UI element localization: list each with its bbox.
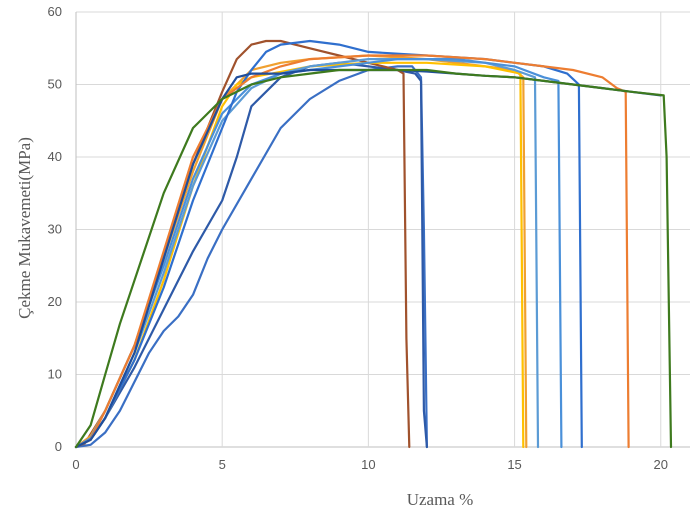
series-line-1 [74,65,428,449]
y-tick-label: 60 [48,4,62,19]
y-axis-title: Çekme Mukavemeti(MPa) [15,137,34,319]
series-line-6 [74,57,540,449]
y-tick-label: 30 [48,222,62,237]
series-line-11 [74,68,673,449]
x-axis-ticks: 0 5 10 15 20 [72,457,668,472]
x-tick-label: 15 [507,457,521,472]
y-tick-label: 10 [48,367,62,382]
chart-gridlines [75,11,690,448]
series-line-9 [74,54,630,449]
chart-series-group [74,39,673,449]
y-tick-label: 50 [48,77,62,92]
series-line-8 [74,39,583,449]
y-tick-label: 0 [55,439,62,454]
series-line-3 [74,39,411,449]
series-line-7 [74,57,563,449]
x-tick-label: 10 [361,457,375,472]
series-line-2 [74,61,428,449]
x-axis-title: Uzama % [407,490,474,509]
x-tick-label: 0 [72,457,79,472]
y-axis-ticks: 0 10 20 30 40 50 60 [48,4,62,454]
y-tick-label: 20 [48,294,62,309]
x-tick-label: 5 [219,457,226,472]
y-tick-label: 40 [48,149,62,164]
x-tick-label: 20 [654,457,668,472]
